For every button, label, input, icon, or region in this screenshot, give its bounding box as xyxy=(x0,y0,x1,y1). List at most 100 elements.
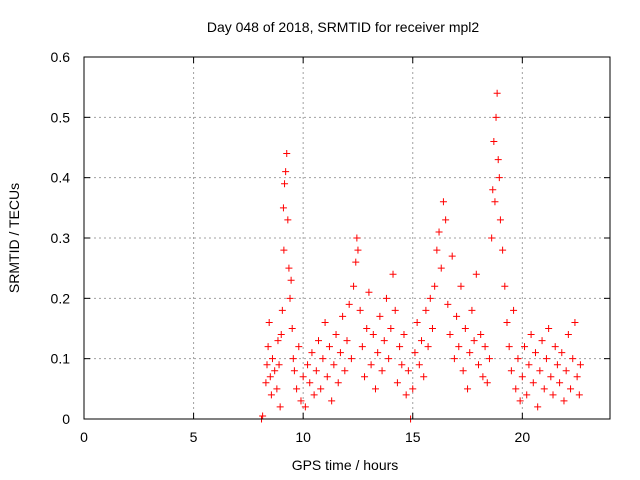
data-point-plus-marker xyxy=(275,361,283,369)
data-point-plus-marker xyxy=(459,367,467,375)
data-points xyxy=(258,89,584,423)
data-point-plus-marker xyxy=(540,385,548,393)
data-point-plus-marker xyxy=(571,318,579,326)
data-point-plus-marker xyxy=(319,355,327,363)
data-point-plus-marker xyxy=(490,137,498,145)
chart-title: Day 048 of 2018, SRMTID for receiver mpl… xyxy=(207,19,480,35)
data-point-plus-marker xyxy=(369,331,377,339)
data-point-plus-marker xyxy=(347,355,355,363)
data-point-plus-marker xyxy=(297,397,305,405)
data-point-plus-marker xyxy=(529,379,537,387)
data-point-plus-marker xyxy=(492,113,500,121)
data-point-plus-marker xyxy=(328,397,336,405)
data-point-plus-marker xyxy=(466,349,474,357)
data-point-plus-marker xyxy=(380,337,388,345)
y-tick-label: 0.5 xyxy=(51,109,71,125)
data-point-plus-marker xyxy=(312,367,320,375)
data-point-plus-marker xyxy=(268,355,276,363)
data-point-plus-marker xyxy=(393,379,401,387)
data-point-plus-marker xyxy=(350,282,358,290)
data-point-plus-marker xyxy=(558,349,566,357)
data-point-plus-marker xyxy=(531,349,539,357)
data-point-plus-marker xyxy=(575,391,583,399)
data-point-plus-marker xyxy=(306,379,314,387)
data-point-plus-marker xyxy=(534,403,542,411)
data-point-plus-marker xyxy=(481,343,489,351)
data-point-plus-marker xyxy=(334,379,342,387)
data-point-plus-marker xyxy=(495,174,503,182)
data-point-plus-marker xyxy=(470,337,478,345)
data-point-plus-marker xyxy=(527,331,535,339)
data-point-plus-marker xyxy=(433,246,441,254)
data-point-plus-marker xyxy=(288,325,296,332)
data-point-plus-marker xyxy=(576,361,584,369)
data-point-plus-marker xyxy=(542,355,550,363)
data-point-plus-marker xyxy=(560,397,568,405)
data-point-plus-marker xyxy=(332,331,340,339)
data-point-plus-marker xyxy=(282,168,290,176)
data-point-plus-marker xyxy=(278,306,286,314)
data-point-plus-marker xyxy=(567,385,575,393)
data-point-plus-marker xyxy=(472,270,480,278)
data-point-plus-marker xyxy=(404,367,412,375)
data-point-plus-marker xyxy=(283,150,291,158)
data-point-plus-marker xyxy=(420,373,428,381)
data-point-plus-marker xyxy=(523,391,531,399)
data-point-plus-marker xyxy=(518,373,526,381)
data-point-plus-marker xyxy=(365,288,373,296)
data-point-plus-marker xyxy=(551,343,559,351)
data-point-plus-marker xyxy=(301,403,309,411)
data-point-plus-marker xyxy=(387,325,395,332)
data-point-plus-marker xyxy=(280,246,288,254)
x-tick-label: 15 xyxy=(405,429,421,445)
data-point-plus-marker xyxy=(382,294,390,302)
x-tick-label: 20 xyxy=(515,429,531,445)
data-point-plus-marker xyxy=(505,343,513,351)
data-point-plus-marker xyxy=(361,373,369,381)
data-point-plus-marker xyxy=(274,337,282,345)
data-point-plus-marker xyxy=(402,391,410,399)
x-tick-label: 10 xyxy=(295,429,311,445)
data-point-plus-marker xyxy=(293,385,301,393)
data-point-plus-marker xyxy=(276,403,284,411)
data-point-plus-marker xyxy=(521,343,529,351)
data-point-plus-marker xyxy=(468,306,476,314)
data-point-plus-marker xyxy=(499,246,507,254)
y-axis-label: SRMTID / TECUs xyxy=(6,183,22,293)
data-point-plus-marker xyxy=(265,318,273,326)
data-point-plus-marker xyxy=(271,367,279,375)
data-point-plus-marker xyxy=(553,361,561,369)
y-tick-label: 0 xyxy=(62,411,70,427)
data-point-plus-marker xyxy=(310,391,318,399)
data-point-plus-marker xyxy=(336,349,344,357)
data-point-plus-marker xyxy=(418,337,426,345)
axis-ticks: 0 5 10 15 20 0 0.1 0.2 0.3 0.4 0.5 0.6 xyxy=(51,49,610,445)
data-point-plus-marker xyxy=(400,331,408,339)
data-point-plus-marker xyxy=(503,318,511,326)
data-point-plus-marker xyxy=(284,216,292,224)
data-point-plus-marker xyxy=(323,373,331,381)
data-point-plus-marker xyxy=(545,325,553,332)
data-point-plus-marker xyxy=(287,276,295,284)
data-point-plus-marker xyxy=(489,186,497,194)
data-point-plus-marker xyxy=(510,306,518,314)
data-point-plus-marker xyxy=(431,282,439,290)
plot-frame xyxy=(83,56,611,420)
data-point-plus-marker xyxy=(538,337,546,345)
data-point-plus-marker xyxy=(378,367,386,375)
data-point-plus-marker xyxy=(304,361,312,369)
data-point-plus-marker xyxy=(415,361,423,369)
data-point-plus-marker xyxy=(422,306,430,314)
data-point-plus-marker xyxy=(514,355,522,363)
data-point-plus-marker xyxy=(259,412,267,420)
data-point-plus-marker xyxy=(491,198,499,206)
data-point-plus-marker xyxy=(277,331,285,339)
y-tick-label: 0.6 xyxy=(51,49,71,65)
data-point-plus-marker xyxy=(273,385,281,393)
data-point-plus-marker xyxy=(516,397,524,405)
data-point-plus-marker xyxy=(450,355,458,363)
data-point-plus-marker xyxy=(556,379,564,387)
data-point-plus-marker xyxy=(266,373,274,381)
data-point-plus-marker xyxy=(352,258,360,266)
